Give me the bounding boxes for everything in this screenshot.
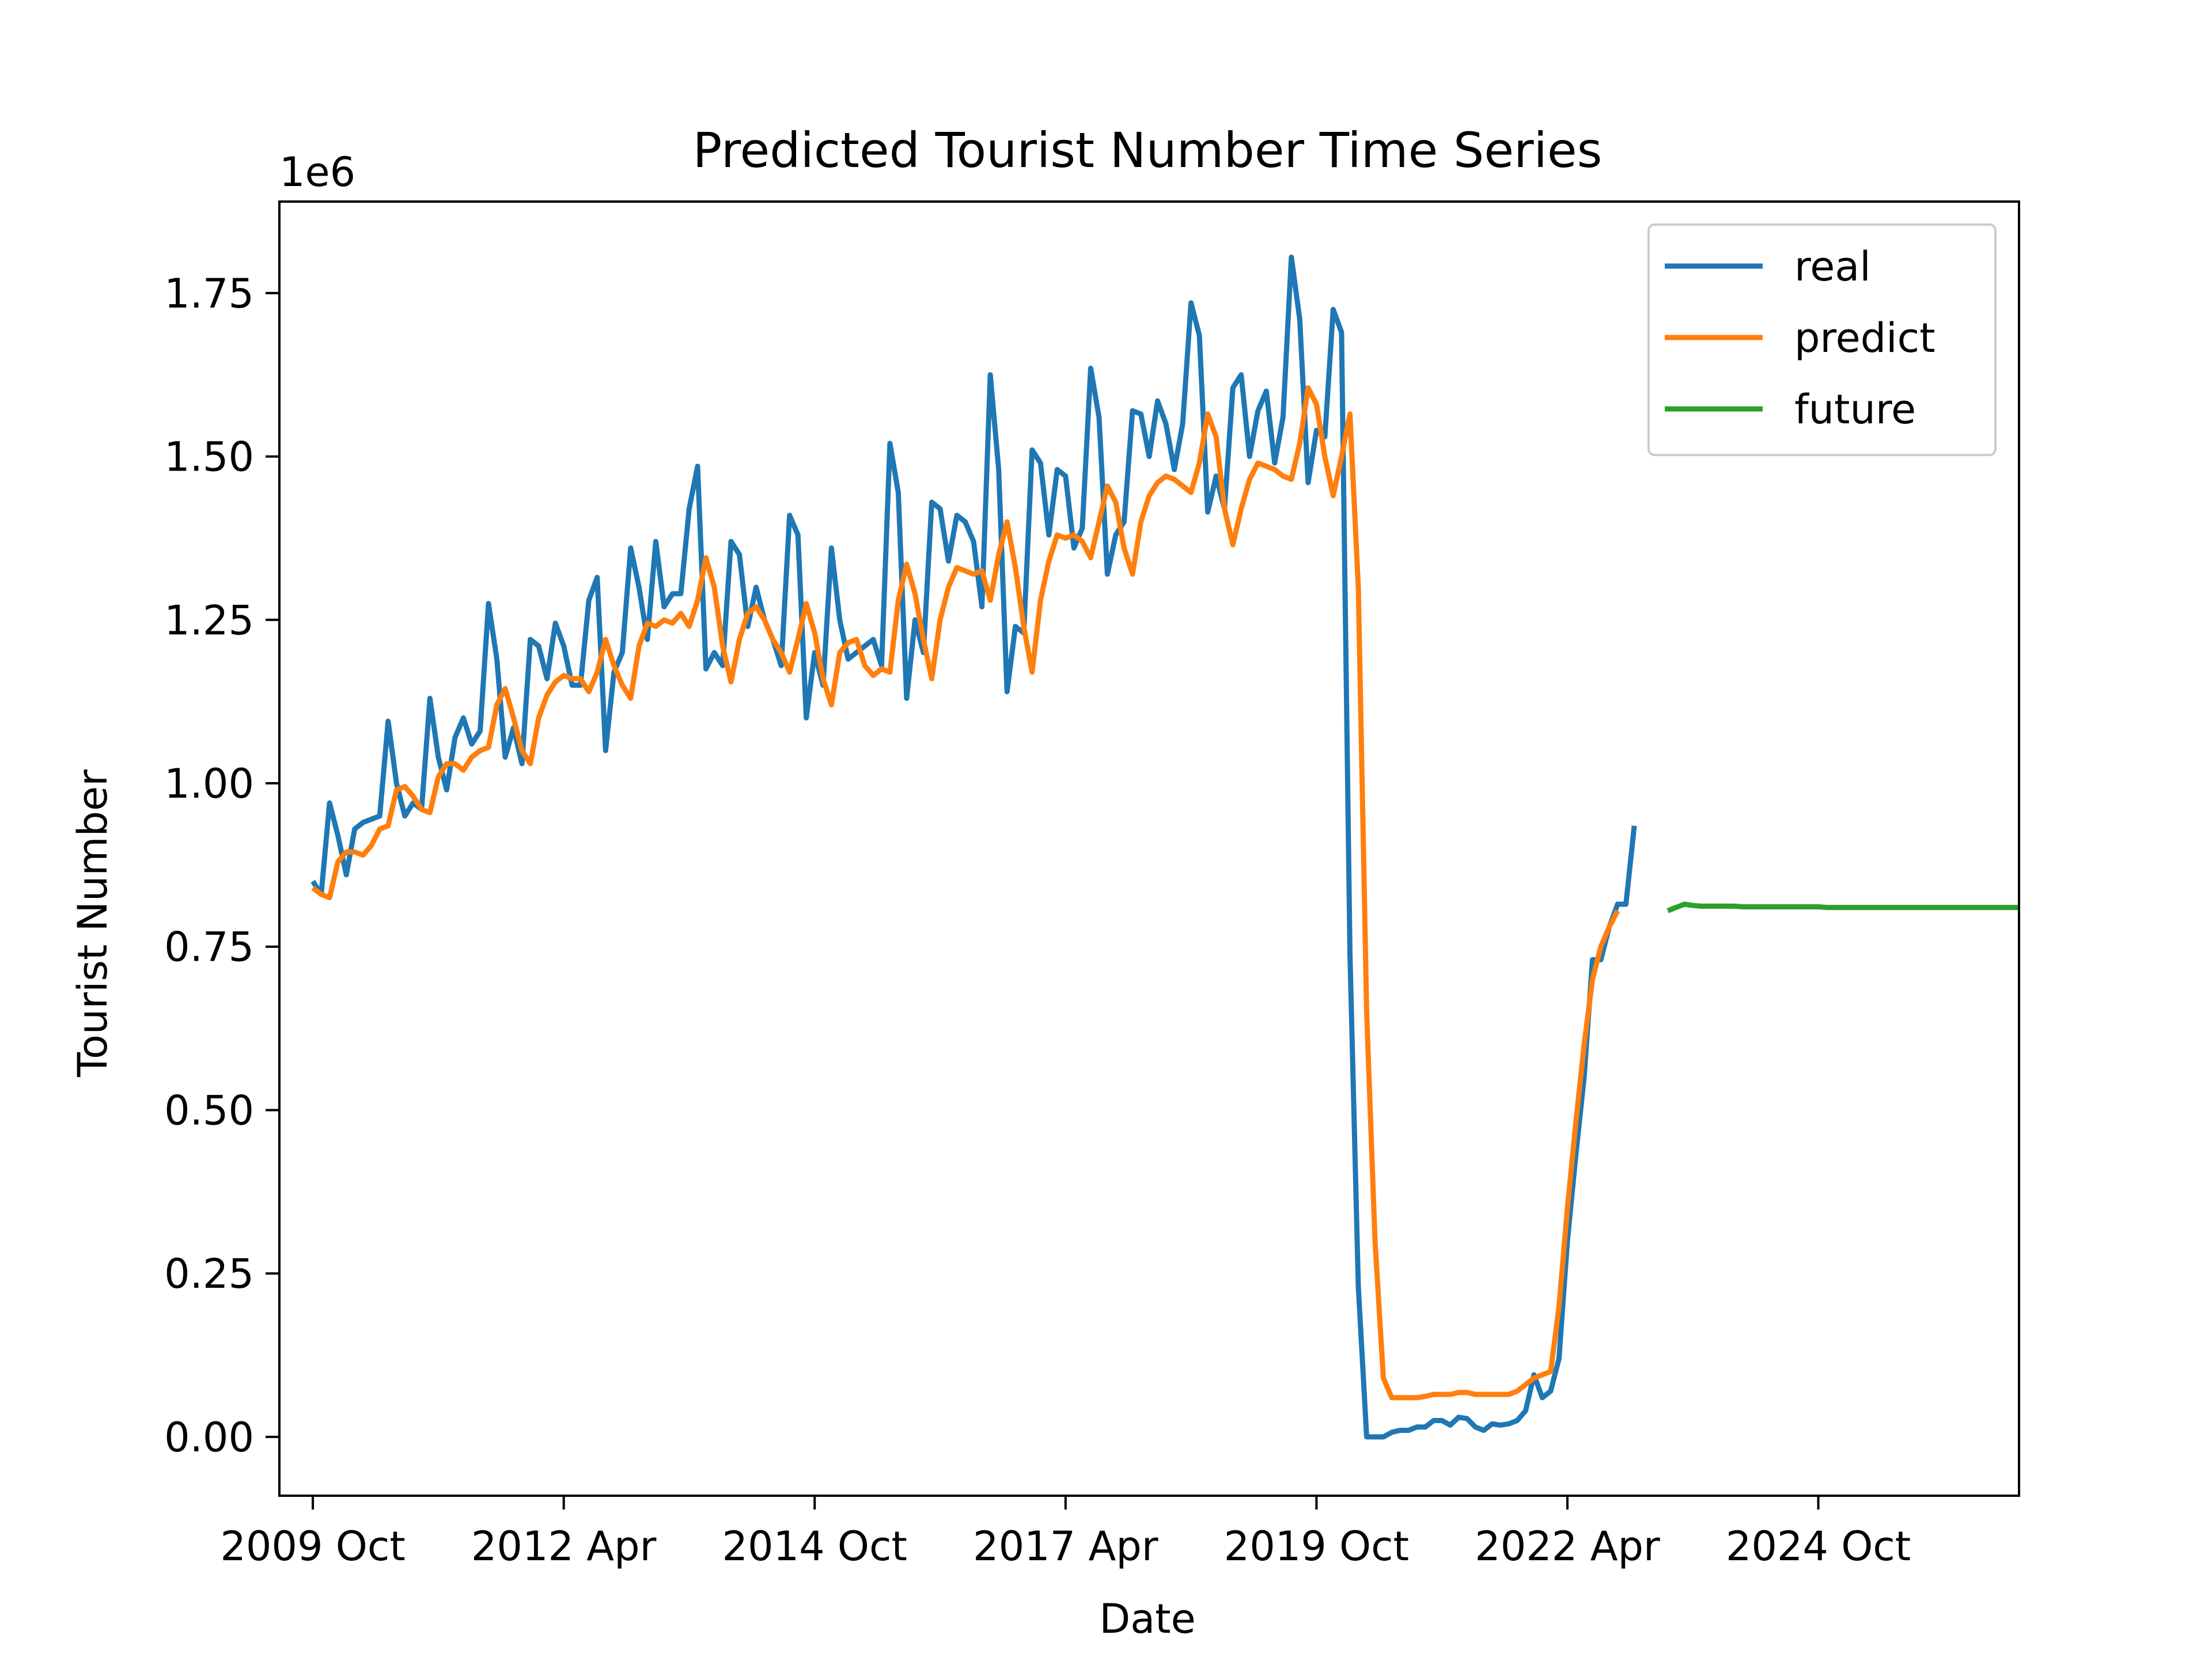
x-axis-label: Date <box>1099 1595 1195 1643</box>
y-tick-label: 0.00 <box>164 1414 254 1461</box>
legend-box <box>1647 223 1997 456</box>
series-line-future <box>1666 901 2019 913</box>
chart-title: Predicted Tourist Number Time Series <box>693 122 1603 179</box>
y-tick-label: 0.75 <box>164 924 254 971</box>
series-group <box>310 255 2019 1440</box>
plot-area: 2009 Oct 2012 Apr 2014 Oct 2017 Apr 2019 Oct… <box>164 200 2020 1570</box>
x-tick-label: 2022 Apr <box>1475 1523 1660 1570</box>
y-axis-label: Tourist Number <box>69 769 116 1078</box>
x-tick-label: 2009 Oct <box>220 1523 405 1570</box>
x-tick-label: 2024 Oct <box>1726 1523 1911 1570</box>
y-tick-label: 0.50 <box>164 1087 254 1134</box>
y-tick-label: 1.50 <box>164 434 254 481</box>
y-tick-label: 1.25 <box>164 597 254 644</box>
series-line-predict <box>311 385 1620 1401</box>
legend-label-predict: predict <box>1794 314 1936 362</box>
legend-label-future: future <box>1794 386 1916 433</box>
y-tick-label: 1.00 <box>164 760 254 807</box>
y-tick-label: 1.75 <box>164 270 254 317</box>
y-offset-label: 1e6 <box>279 149 355 196</box>
axes-frame <box>278 200 2020 1497</box>
legend-label-real: real <box>1794 243 1871 290</box>
series-line-real <box>310 255 1637 1440</box>
x-tick-label: 2014 Oct <box>722 1523 907 1570</box>
y-tick-label: 0.25 <box>164 1250 254 1298</box>
x-tick-label: 2019 Oct <box>1224 1523 1409 1570</box>
x-tick-label: 2017 Apr <box>973 1523 1158 1570</box>
legend: real predict future <box>1647 223 1997 456</box>
x-tick-label: 2012 Apr <box>471 1523 657 1570</box>
